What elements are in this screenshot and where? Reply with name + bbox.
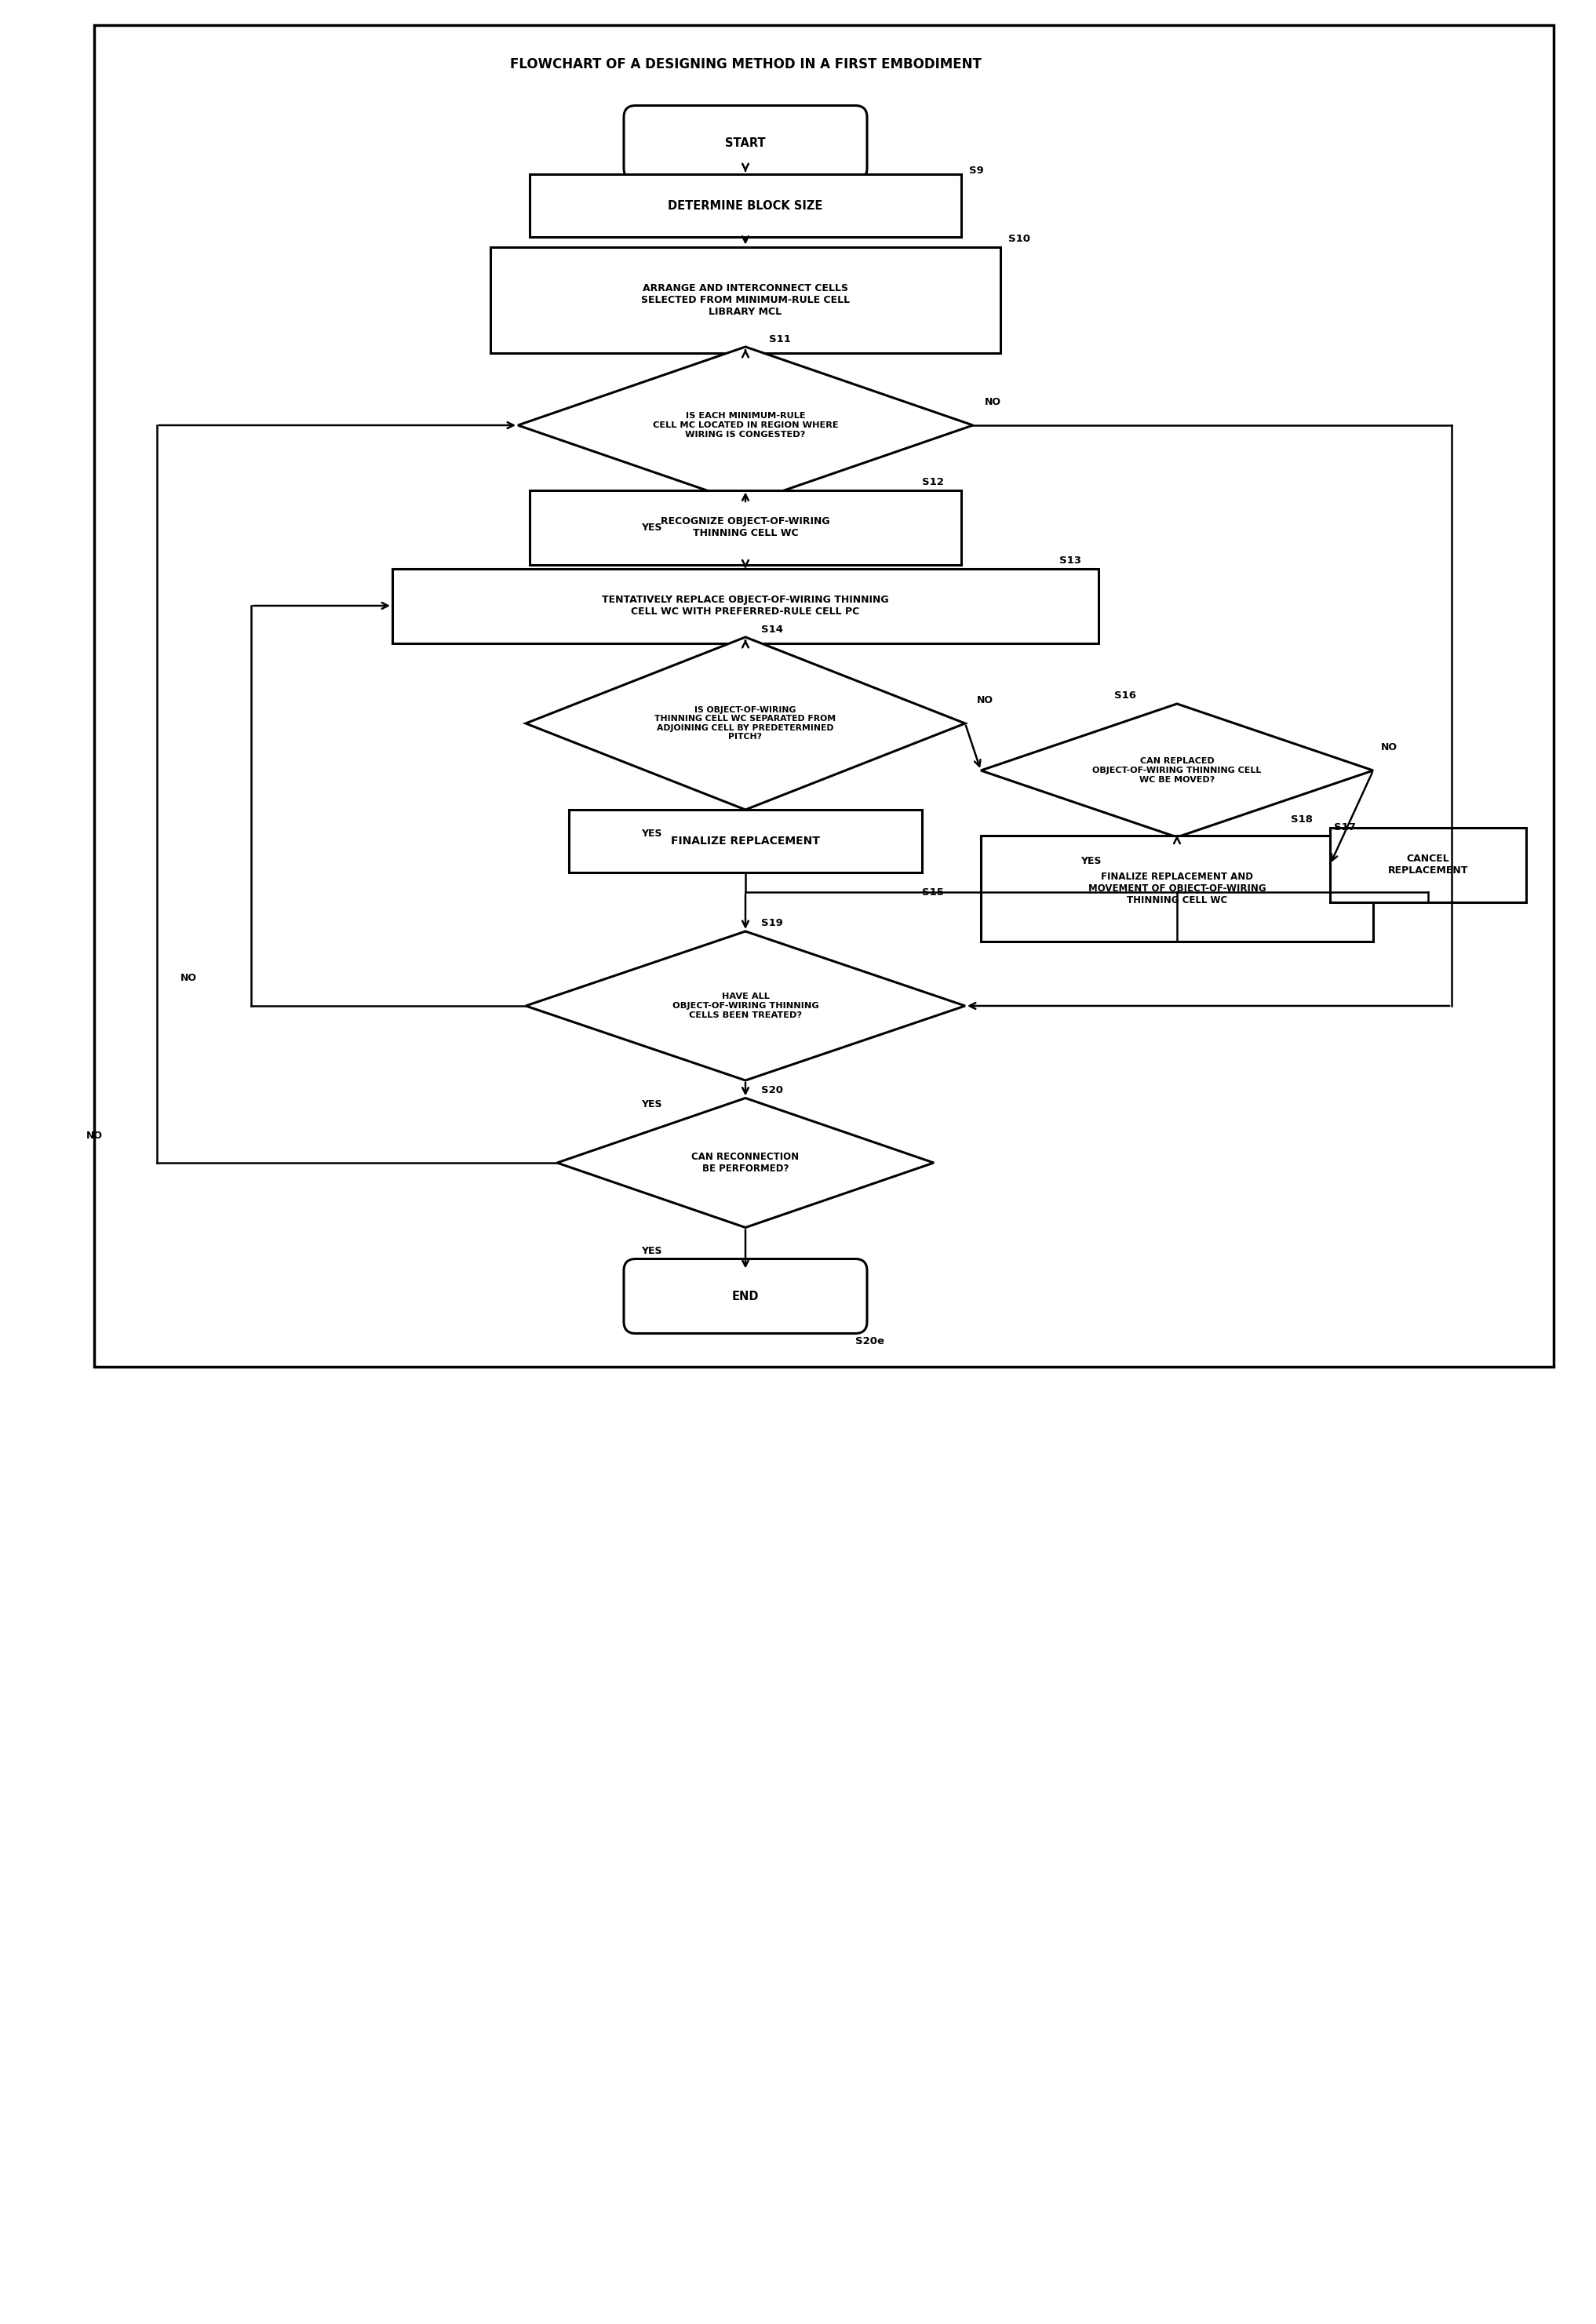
Text: IS EACH MINIMUM-RULE
CELL MC LOCATED IN REGION WHERE
WIRING IS CONGESTED?: IS EACH MINIMUM-RULE CELL MC LOCATED IN … (653, 411, 838, 439)
Text: TENTATIVELY REPLACE OBJECT-OF-WIRING THINNING
CELL WC WITH PREFERRED-RULE CELL P: TENTATIVELY REPLACE OBJECT-OF-WIRING THI… (602, 595, 889, 616)
Polygon shape (525, 932, 966, 1081)
Text: S19: S19 (761, 918, 784, 930)
Text: YES: YES (642, 1246, 662, 1257)
Text: S15: S15 (922, 888, 943, 897)
Text: NO: NO (985, 397, 1001, 407)
Text: S20e: S20e (855, 1336, 884, 1346)
Text: S9: S9 (969, 165, 983, 174)
Text: FINALIZE REPLACEMENT AND
MOVEMENT OF OBJECT-OF-WIRING
THINNING CELL WC: FINALIZE REPLACEMENT AND MOVEMENT OF OBJ… (1088, 872, 1266, 904)
Text: S11: S11 (769, 335, 792, 344)
Text: S16: S16 (1114, 690, 1136, 702)
Text: NO: NO (86, 1129, 102, 1141)
Text: DETERMINE BLOCK SIZE: DETERMINE BLOCK SIZE (669, 200, 824, 211)
Polygon shape (557, 1097, 934, 1227)
Text: S17: S17 (1334, 823, 1355, 832)
Text: CAN REPLACED
OBJECT-OF-WIRING THINNING CELL
WC BE MOVED?: CAN REPLACED OBJECT-OF-WIRING THINNING C… (1093, 758, 1261, 783)
Text: YES: YES (642, 523, 662, 532)
Text: YES: YES (642, 827, 662, 839)
Polygon shape (982, 704, 1373, 837)
FancyBboxPatch shape (530, 174, 961, 237)
FancyBboxPatch shape (624, 105, 867, 179)
Text: HAVE ALL
OBJECT-OF-WIRING THINNING
CELLS BEEN TREATED?: HAVE ALL OBJECT-OF-WIRING THINNING CELLS… (672, 992, 819, 1018)
FancyBboxPatch shape (982, 834, 1373, 941)
FancyBboxPatch shape (568, 809, 922, 872)
Text: NO: NO (180, 974, 196, 983)
FancyBboxPatch shape (624, 1260, 867, 1334)
Polygon shape (517, 346, 974, 504)
Text: YES: YES (642, 1099, 662, 1109)
Text: S14: S14 (761, 625, 784, 634)
Text: CAN RECONNECTION
BE PERFORMED?: CAN RECONNECTION BE PERFORMED? (691, 1153, 800, 1174)
Text: S20: S20 (761, 1085, 784, 1095)
Text: RECOGNIZE OBJECT-OF-WIRING
THINNING CELL WC: RECOGNIZE OBJECT-OF-WIRING THINNING CELL… (661, 516, 830, 539)
FancyBboxPatch shape (530, 490, 961, 565)
FancyBboxPatch shape (1329, 827, 1526, 902)
Text: S10: S10 (1009, 235, 1031, 244)
Text: END: END (733, 1290, 760, 1301)
Text: NO: NO (977, 695, 993, 704)
Text: S12: S12 (922, 476, 943, 488)
FancyBboxPatch shape (490, 246, 1001, 353)
Text: IS OBJECT-OF-WIRING
THINNING CELL WC SEPARATED FROM
ADJOINING CELL BY PREDETERMI: IS OBJECT-OF-WIRING THINNING CELL WC SEP… (654, 706, 836, 741)
Text: FINALIZE REPLACEMENT: FINALIZE REPLACEMENT (670, 837, 820, 846)
Text: NO: NO (1381, 741, 1398, 753)
Text: CANCEL
REPLACEMENT: CANCEL REPLACEMENT (1389, 853, 1468, 876)
Text: FLOWCHART OF A DESIGNING METHOD IN A FIRST EMBODIMENT: FLOWCHART OF A DESIGNING METHOD IN A FIR… (509, 58, 982, 72)
Text: YES: YES (1080, 855, 1101, 867)
Text: S13: S13 (1060, 555, 1080, 565)
Text: ARRANGE AND INTERCONNECT CELLS
SELECTED FROM MINIMUM-RULE CELL
LIBRARY MCL: ARRANGE AND INTERCONNECT CELLS SELECTED … (642, 284, 849, 316)
Text: S18: S18 (1291, 813, 1314, 825)
Text: START: START (725, 137, 766, 149)
Polygon shape (525, 637, 966, 809)
FancyBboxPatch shape (393, 569, 1098, 644)
